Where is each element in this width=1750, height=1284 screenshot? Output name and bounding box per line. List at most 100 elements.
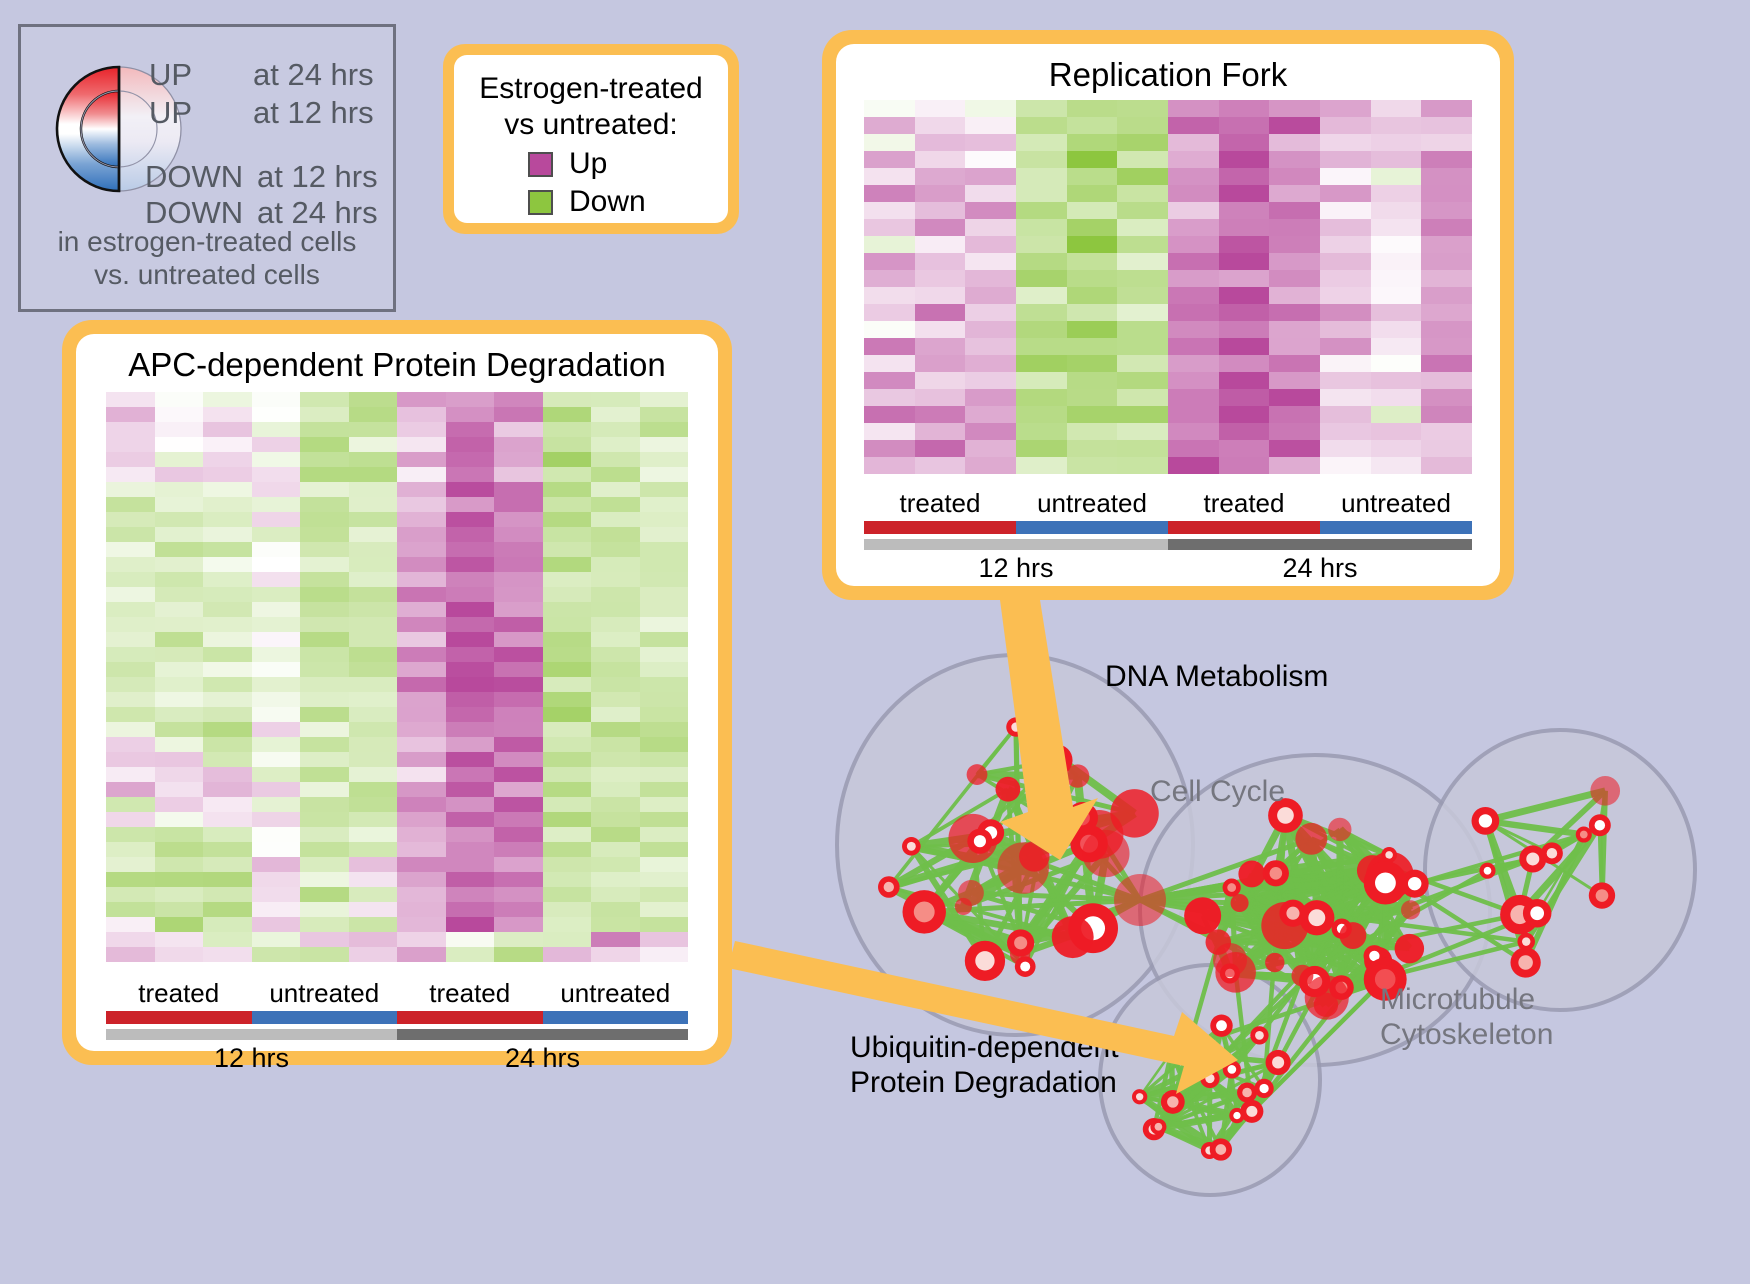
heat-cell [965, 236, 1016, 253]
heat-cell [106, 452, 155, 467]
heat-cell [1219, 219, 1270, 236]
heat-cell [1016, 117, 1067, 134]
heat-cell [640, 392, 689, 407]
heat-cell [494, 467, 543, 482]
cond-label-2: treated [1168, 488, 1320, 519]
heat-cell [300, 782, 349, 797]
heat-cell [1067, 219, 1118, 236]
heat-cell [106, 632, 155, 647]
heat-cell [1421, 321, 1472, 338]
cond-bar-0 [864, 521, 1016, 534]
network-node-core [1518, 955, 1533, 970]
heat-cell [494, 917, 543, 932]
network-node-core [1014, 936, 1027, 949]
heat-cell [1067, 304, 1118, 321]
heat-cell [864, 423, 915, 440]
heat-cell [203, 542, 252, 557]
heat-cell [915, 321, 966, 338]
heat-cell [397, 692, 446, 707]
heat-cell [1269, 423, 1320, 440]
heat-cell [106, 617, 155, 632]
heat-cell [640, 827, 689, 842]
heat-cell [252, 737, 301, 752]
heat-cell [446, 767, 495, 782]
heat-cell [397, 662, 446, 677]
heat-cell [155, 707, 204, 722]
heat-cell [494, 887, 543, 902]
heat-cell [203, 617, 252, 632]
time-labels-apc: 12 hrs 24 hrs [106, 1043, 688, 1074]
heat-cell [349, 467, 398, 482]
heat-cell [397, 827, 446, 842]
heat-cell [1320, 151, 1371, 168]
heat-cell [543, 512, 592, 527]
heat-cell [106, 857, 155, 872]
heat-cell [543, 557, 592, 572]
heat-cell [1016, 287, 1067, 304]
heat-cell [591, 902, 640, 917]
heat-cell [203, 662, 252, 677]
heat-cell [106, 587, 155, 602]
condition-bar-apc [106, 1011, 688, 1024]
heat-cell [446, 827, 495, 842]
heat-cell [864, 117, 915, 134]
heat-cell [1269, 406, 1320, 423]
heat-cell [155, 827, 204, 842]
heat-cell [591, 857, 640, 872]
heat-cell [155, 542, 204, 557]
heat-cell [446, 437, 495, 452]
heat-cell [543, 887, 592, 902]
heat-cell [1219, 100, 1270, 117]
time-label-12: 12 hrs [864, 553, 1168, 584]
heat-cell [1016, 134, 1067, 151]
heat-cell [1269, 355, 1320, 372]
heat-cell [1067, 372, 1118, 389]
heat-cell [300, 887, 349, 902]
network-node-core [1286, 907, 1299, 920]
network-node [967, 764, 988, 785]
heat-cell [543, 647, 592, 662]
heat-cell [1320, 117, 1371, 134]
heat-cell [965, 372, 1016, 389]
heat-cell [203, 812, 252, 827]
network-node-core [974, 835, 986, 847]
heat-cell [106, 722, 155, 737]
heat-cell [494, 632, 543, 647]
network-node-core [884, 882, 894, 892]
heat-cell [397, 542, 446, 557]
heat-cell [349, 527, 398, 542]
heat-cell [1016, 236, 1067, 253]
heat-cell [1320, 406, 1371, 423]
heat-cell [591, 827, 640, 842]
heat-cell [397, 482, 446, 497]
heat-cell [203, 512, 252, 527]
heat-cell [397, 452, 446, 467]
heat-cell [915, 423, 966, 440]
heat-cell [1371, 117, 1422, 134]
wheel-row-0-time: at 24 hrs [253, 57, 374, 93]
heat-cell [397, 797, 446, 812]
heat-cell [640, 752, 689, 767]
network-node-core [1596, 889, 1609, 902]
heat-cell [106, 887, 155, 902]
heat-cell [106, 512, 155, 527]
heat-cell [915, 440, 966, 457]
heat-cell [1421, 372, 1472, 389]
heat-cell [203, 452, 252, 467]
heat-cell [864, 338, 915, 355]
heat-cell [864, 406, 915, 423]
heat-cell [1269, 219, 1320, 236]
heat-cell [591, 947, 640, 962]
heat-cell [446, 527, 495, 542]
heat-cell [446, 782, 495, 797]
heat-cell [543, 947, 592, 962]
heat-cell [203, 527, 252, 542]
heat-cell [349, 782, 398, 797]
heat-cell [1421, 270, 1472, 287]
heat-cell [543, 407, 592, 422]
heat-cell [640, 587, 689, 602]
heat-cell [543, 902, 592, 917]
heat-cell [543, 527, 592, 542]
heat-cell [446, 722, 495, 737]
cond-bar-3 [1320, 521, 1472, 534]
